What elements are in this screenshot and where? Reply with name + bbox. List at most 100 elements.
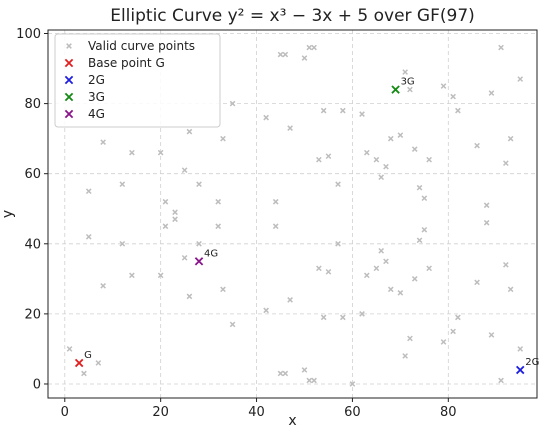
x-tick-label: 40 xyxy=(248,405,265,420)
curve-point xyxy=(498,377,504,384)
cross-stroke xyxy=(416,184,423,191)
cross-stroke xyxy=(426,156,432,163)
cross-stroke xyxy=(507,135,514,142)
cross-stroke xyxy=(363,149,370,156)
curve-point xyxy=(416,184,423,191)
cross-stroke xyxy=(194,257,204,266)
highlight-point xyxy=(194,257,204,266)
cross-stroke xyxy=(426,265,432,272)
curve-point xyxy=(517,346,524,352)
curve-point xyxy=(196,181,202,188)
cross-stroke xyxy=(378,174,385,181)
curve-point xyxy=(416,237,423,244)
curve-point xyxy=(272,223,279,230)
cross-stroke xyxy=(74,358,84,368)
curve-point xyxy=(220,286,226,293)
cross-stroke xyxy=(66,43,72,49)
curve-point xyxy=(411,146,418,152)
curve-point xyxy=(503,160,509,167)
curve-point xyxy=(186,128,193,135)
cross-stroke xyxy=(196,240,202,247)
curve-point xyxy=(517,76,524,82)
curve-point xyxy=(383,258,389,265)
legend-label: Base point G xyxy=(88,56,165,70)
highlight-point xyxy=(391,85,400,94)
cross-stroke xyxy=(277,370,284,377)
curve-point xyxy=(488,332,495,338)
curve-point xyxy=(81,370,87,377)
cross-stroke xyxy=(411,146,418,152)
cross-stroke xyxy=(306,377,313,384)
legend-box xyxy=(54,33,221,128)
curve-point xyxy=(359,111,365,117)
cross-stroke xyxy=(263,114,269,121)
curve-point xyxy=(320,107,327,114)
cross-stroke xyxy=(488,332,495,338)
cross-stroke xyxy=(407,86,413,93)
legend-marker xyxy=(64,92,74,102)
cross-stroke xyxy=(220,286,226,293)
cross-stroke xyxy=(85,188,92,195)
curve-point xyxy=(402,69,408,75)
x-axis-label: x xyxy=(288,413,296,429)
curve-point xyxy=(325,268,332,275)
point-annotation: G xyxy=(84,350,92,361)
curve-point xyxy=(474,279,480,286)
y-tick-label: 0 xyxy=(33,377,41,392)
y-tick-label: 100 xyxy=(16,27,41,42)
curve-point xyxy=(387,135,394,142)
cross-stroke xyxy=(383,163,389,170)
curve-point xyxy=(359,311,365,317)
cross-stroke xyxy=(440,83,447,89)
curve-point xyxy=(311,377,317,384)
chart-title: Elliptic Curve y² = x³ − 3x + 5 over GF(… xyxy=(110,6,475,26)
cross-stroke xyxy=(215,223,222,230)
curve-point xyxy=(162,198,169,205)
curve-point xyxy=(387,286,394,293)
axis-ticks: 0 20 40 60 80 0 20 40 60 80 100 xyxy=(16,27,456,420)
cross-stroke xyxy=(64,109,74,119)
cross-stroke xyxy=(474,279,480,286)
curve-point xyxy=(301,55,308,61)
cross-stroke xyxy=(301,55,308,61)
cross-stroke xyxy=(186,293,193,300)
legend-label: 4G xyxy=(88,107,105,121)
curve-point xyxy=(407,86,413,93)
curve-point xyxy=(215,198,222,205)
cross-stroke xyxy=(450,328,456,335)
cross-stroke xyxy=(517,76,524,82)
curve-point xyxy=(95,360,102,366)
curve-point xyxy=(220,135,226,142)
cross-stroke xyxy=(325,153,332,160)
legend-marker xyxy=(64,58,74,68)
cross-stroke xyxy=(186,128,193,135)
curve-point xyxy=(483,202,490,209)
cross-stroke xyxy=(119,240,126,247)
point-annotation: 3G xyxy=(401,77,415,88)
curve-point xyxy=(119,240,126,247)
curve-point xyxy=(455,314,461,321)
curve-point xyxy=(129,272,135,279)
curve-point xyxy=(325,153,332,160)
curve-point xyxy=(450,328,456,335)
cross-stroke xyxy=(229,100,236,107)
curve-point xyxy=(316,156,322,163)
cross-stroke xyxy=(64,58,74,68)
cross-stroke xyxy=(282,370,289,377)
cross-stroke xyxy=(387,135,394,142)
cross-stroke xyxy=(287,125,293,131)
curve-point xyxy=(363,272,370,279)
cross-stroke xyxy=(391,85,400,94)
cross-stroke xyxy=(129,149,135,156)
curve-point xyxy=(311,44,317,51)
cross-stroke xyxy=(181,167,188,174)
curve-point xyxy=(373,156,380,163)
curve-point xyxy=(407,335,413,342)
curve-point xyxy=(215,223,222,230)
cross-stroke xyxy=(282,51,289,58)
curve-point xyxy=(100,283,106,289)
curve-point xyxy=(306,377,313,384)
legend-marker xyxy=(64,109,74,119)
curve-point xyxy=(100,139,106,145)
cross-stroke xyxy=(349,381,356,387)
